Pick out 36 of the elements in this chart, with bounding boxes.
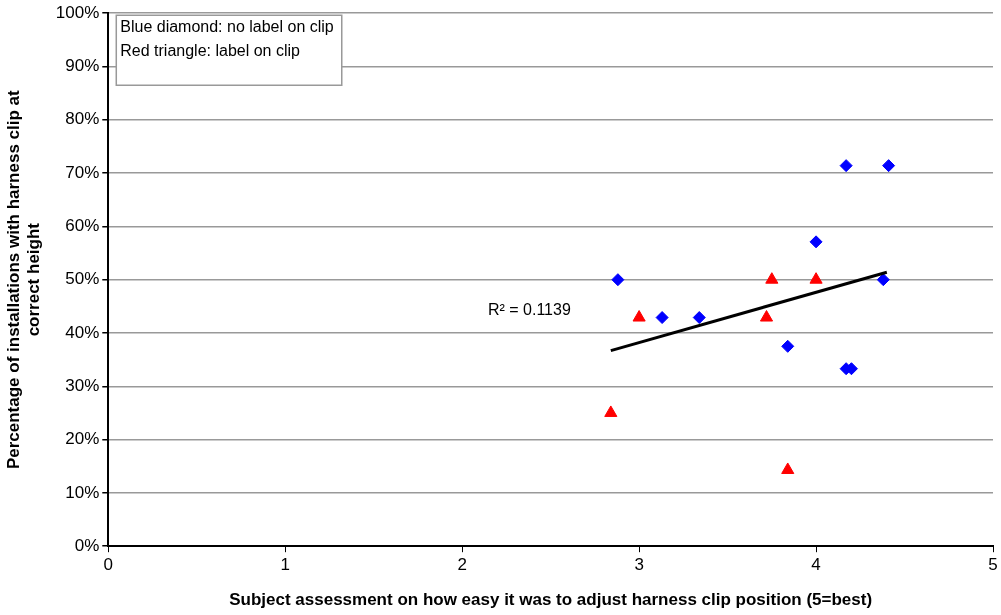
point xyxy=(809,235,823,249)
point xyxy=(765,272,779,284)
point xyxy=(604,405,618,417)
y-tick-label: 20% xyxy=(65,429,100,449)
point xyxy=(611,273,625,287)
y-tick-label: 50% xyxy=(65,269,100,289)
x-tick-label: 3 xyxy=(634,555,644,575)
y-tick-label: 40% xyxy=(65,322,100,342)
y-axis-title: Percentage of installations with harness clip at correct height xyxy=(3,89,44,470)
y-tick-label: 0% xyxy=(74,535,100,555)
point xyxy=(781,462,795,474)
y-tick-label: 100% xyxy=(55,2,100,22)
point xyxy=(882,159,896,173)
x-tick-label: 0 xyxy=(103,555,114,575)
y-tick-label: 70% xyxy=(65,162,100,182)
y-tick-label: 30% xyxy=(65,375,100,395)
y-tick-label: 10% xyxy=(65,482,100,502)
point xyxy=(692,311,706,325)
annotation: Blue diamond: no label on clip xyxy=(120,17,334,35)
y-tick-label: 80% xyxy=(65,109,100,129)
point xyxy=(809,272,823,284)
x-axis-title: Subject assessment on how easy it was to adjust harness clip position (5=best) xyxy=(229,590,873,610)
annotation: Red triangle: label on clip xyxy=(120,41,301,59)
x-tick-label: 5 xyxy=(988,555,998,575)
x-tick-label: 2 xyxy=(457,555,467,575)
point xyxy=(632,310,646,322)
annotation: R² = 0.1139 xyxy=(487,301,571,318)
point xyxy=(655,311,669,325)
point xyxy=(876,273,890,287)
y-tick-label: 60% xyxy=(65,216,100,236)
point xyxy=(759,310,774,322)
x-tick-label: 1 xyxy=(280,555,290,575)
x-tick-label: 4 xyxy=(811,555,821,575)
point xyxy=(781,339,795,353)
point xyxy=(839,159,853,173)
y-tick-label: 90% xyxy=(65,56,100,76)
